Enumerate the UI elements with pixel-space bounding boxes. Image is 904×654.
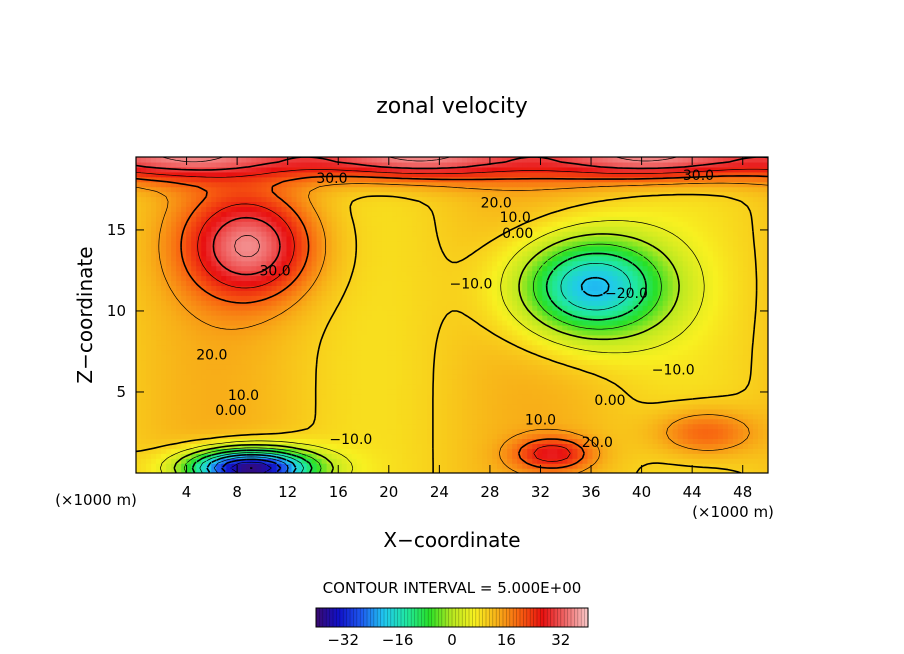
colorbar-tick-label: −16 (382, 631, 414, 649)
contour-label: 30.0 (683, 168, 714, 184)
x-tick-label: 44 (683, 483, 702, 501)
colorbar-tick-label: 16 (497, 631, 516, 649)
contour-line-neg25 (213, 456, 289, 473)
contour-label: 10.0 (525, 413, 556, 429)
contour-line-15 (136, 182, 768, 473)
contour-line-5 (159, 220, 705, 473)
contour-label: 0.00 (594, 393, 625, 409)
x-unit-right: (×1000 m) (692, 503, 774, 521)
plot-area: 30.0 30.020.010.00.0030.0−10.0−20.020.0−1… (135, 156, 769, 474)
x-tick-label: 36 (581, 483, 600, 501)
contour-line-neg20 (206, 276, 610, 473)
x-unit-left: (×1000 m) (55, 491, 137, 509)
x-tick-label: 32 (531, 483, 550, 501)
plot-frame (135, 156, 769, 474)
y-tick-label: 15 (107, 221, 126, 239)
contour-label: 0.00 (502, 226, 533, 242)
colorbar-frame (315, 607, 589, 628)
y-axis-ticks: 5 10 15 (107, 221, 768, 401)
velocity-field (136, 157, 768, 473)
contour-line-neg10 (191, 252, 647, 473)
contour-label: 0.00 (215, 403, 246, 419)
colorbar-ticks: −32 −16 0 16 32 (327, 631, 570, 649)
colorbar-stripes (319, 608, 585, 627)
x-tick-label: 8 (232, 483, 242, 501)
x-axis-label: X−coordinate (383, 528, 520, 552)
contour-line-30 (136, 157, 768, 276)
contour-label: 30.0 (316, 171, 347, 187)
contour-label: −10.0 (450, 276, 493, 292)
contour-line-20 (136, 175, 768, 469)
contour-label: 10.0 (500, 210, 531, 226)
x-axis-ticks: 4 8 12 16 20 24 28 32 36 40 44 48 (182, 157, 752, 501)
contour-label: 20.0 (196, 348, 227, 364)
contour-line-0 (173, 233, 680, 473)
colorbar-tick-label: 32 (551, 631, 570, 649)
x-tick-label: 16 (329, 483, 348, 501)
y-axis-label: Z−coordinate (73, 246, 97, 383)
contour-label: 20.0 (481, 195, 512, 211)
contour-line-25 (136, 168, 768, 462)
colorbar-tick-label: 0 (447, 631, 457, 649)
contour-interval-text: CONTOUR INTERVAL = 5.000E+00 (323, 579, 582, 597)
x-tick-label: 40 (632, 483, 651, 501)
contour-line-neg15 (199, 262, 631, 473)
contour-label: 30.0 (259, 263, 290, 279)
colorbar-gradient (316, 608, 588, 627)
x-tick-label: 28 (480, 483, 499, 501)
contour-label: −10.0 (329, 432, 372, 448)
x-tick-label: 20 (379, 483, 398, 501)
contour-label: 10.0 (228, 388, 259, 404)
chart-title: zonal velocity (376, 94, 528, 119)
contour-line-10 (136, 193, 758, 473)
contour-label: −20.0 (605, 286, 648, 302)
contour-lines (136, 157, 768, 473)
x-tick-label: 4 (182, 483, 192, 501)
colorbar: −32 −16 0 16 32 (315, 607, 589, 649)
colorbar-tick-label: −32 (327, 631, 359, 649)
x-tick-label: 12 (278, 483, 297, 501)
contour-label: 20.0 (582, 435, 613, 451)
contour-labels: 30.0 30.020.010.00.0030.0−10.0−20.020.0−1… (196, 168, 714, 451)
contour-line-neg5 (183, 243, 662, 473)
x-tick-label: 48 (733, 483, 752, 501)
contour-label: −10.0 (652, 362, 695, 378)
y-tick-label: 5 (116, 383, 126, 401)
x-tick-label: 24 (430, 483, 449, 501)
y-tick-label: 10 (107, 302, 126, 320)
